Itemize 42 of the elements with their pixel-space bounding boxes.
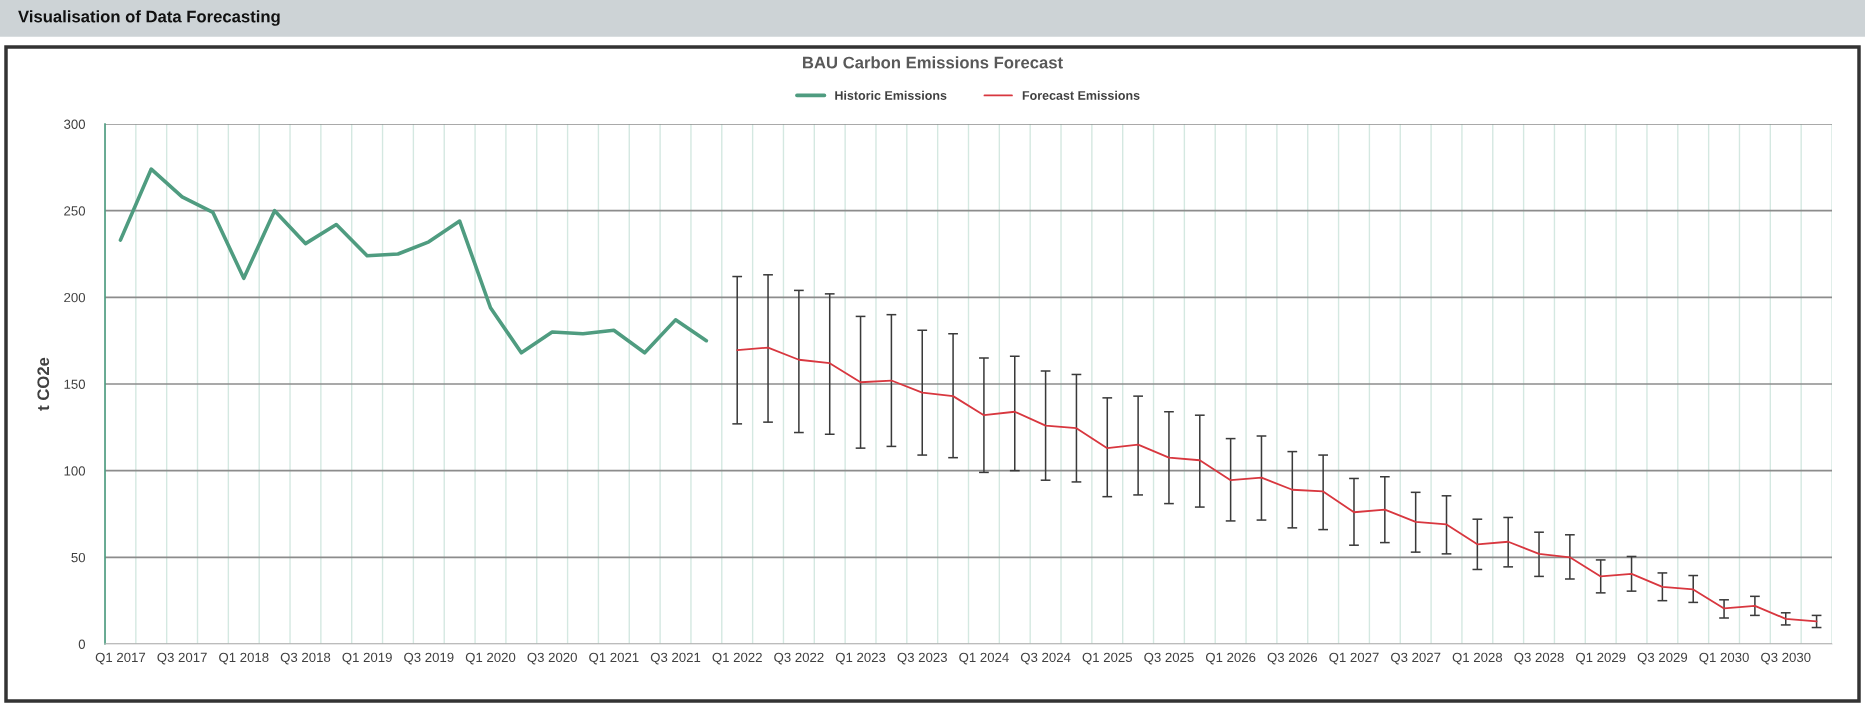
x-tick-label: Q3 2020 [527, 652, 577, 665]
line-series [118, 167, 709, 355]
x-tick-label: Q3 2027 [1390, 652, 1441, 665]
x-tick-label: Q1 2017 [95, 652, 146, 665]
x-tick-label: Q1 2027 [1329, 652, 1379, 665]
y-tick-label: 300 [64, 119, 86, 129]
x-tick-label: Q1 2030 [1699, 652, 1749, 665]
y-tick-label: 200 [64, 292, 86, 303]
line-series [736, 346, 1818, 623]
x-tick-label: Q1 2029 [1576, 652, 1626, 665]
x-tick-label: Q1 2021 [589, 652, 639, 665]
x-tick-label: Q1 2024 [959, 652, 1009, 665]
x-tick-label: Q3 2023 [897, 652, 947, 665]
x-tick-label: Q3 2017 [157, 652, 207, 665]
y-tick-label: 100 [64, 466, 86, 476]
y-tick-label: 50 [71, 552, 86, 563]
y-tick-label: 150 [64, 379, 86, 389]
x-tick-label: Q1 2025 [1082, 652, 1133, 665]
y-tick-label: 250 [64, 206, 86, 216]
x-tick-label: Q1 2023 [835, 652, 886, 665]
x-tick-label: Q1 2020 [465, 652, 516, 665]
y-axis-title: t CO2e [37, 357, 50, 411]
x-tick-label: Q3 2028 [1514, 652, 1564, 665]
x-tick-label: Q3 2022 [774, 652, 824, 665]
x-tick-label: Q3 2024 [1020, 652, 1071, 665]
y-tick-label: 0 [78, 639, 86, 649]
x-tick-label: Q1 2019 [342, 652, 392, 665]
x-tick-label: Q1 2028 [1452, 652, 1503, 665]
x-tick-label: Q3 2021 [650, 652, 701, 665]
legend-label: Historic Emissions [835, 90, 947, 100]
x-tick-label: Q3 2030 [1761, 652, 1811, 665]
legend-label: Forecast Emissions [1022, 90, 1140, 100]
x-tick-label: Q3 2018 [280, 652, 331, 665]
x-tick-label: Q1 2022 [712, 652, 762, 665]
x-tick-label: Q3 2026 [1267, 652, 1318, 665]
chart-title: Visualisation of Data Forecasting [18, 10, 280, 26]
x-tick-label: Q3 2019 [404, 652, 454, 665]
chart-subtitle: BAU Carbon Emissions Forecast [803, 56, 1063, 69]
x-tick-label: Q1 2026 [1205, 652, 1256, 665]
x-tick-label: Q3 2029 [1637, 652, 1688, 665]
x-tick-label: Q3 2025 [1144, 652, 1194, 665]
x-tick-label: Q1 2018 [219, 652, 269, 665]
